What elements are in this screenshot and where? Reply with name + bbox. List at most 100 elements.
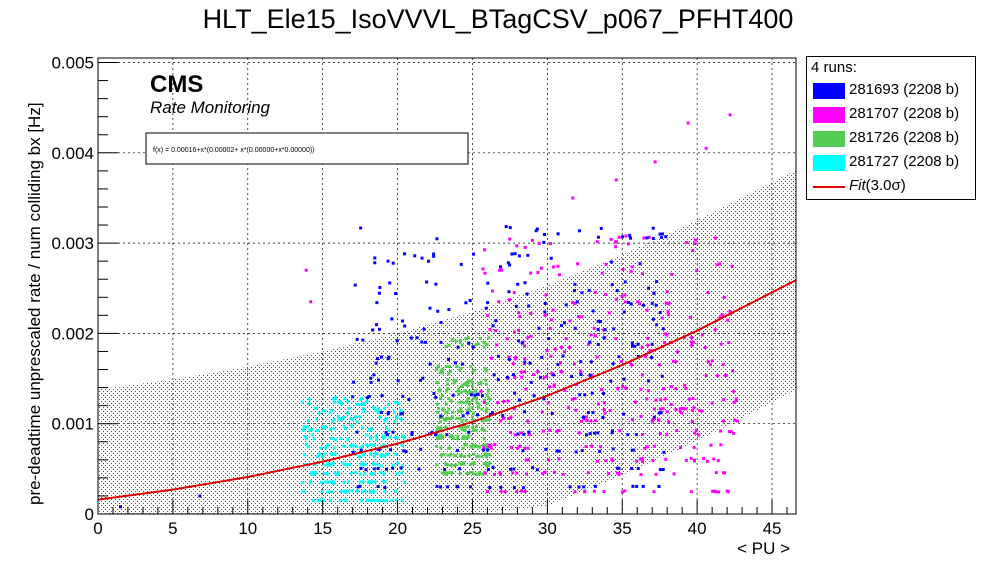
point-s0-r2-9 [347, 480, 351, 484]
point-s0-r0-4 [373, 498, 377, 502]
point-s2-r4-6 [555, 429, 559, 433]
point-s2-r9-2 [523, 370, 527, 374]
point-s2-r9-12 [704, 374, 708, 378]
point-s1-r0-20 [467, 472, 471, 476]
point-s2-r7-6 [722, 398, 726, 402]
point-s0-r8-9 [387, 428, 391, 432]
point-s1-r7-18 [436, 411, 440, 415]
point-s0-r4-16 [363, 463, 367, 467]
point-s3-r6-1 [647, 379, 651, 383]
point-s2-r8-19 [732, 389, 736, 393]
point-s2-r10-20 [523, 357, 527, 361]
point-s0-r0-6 [382, 499, 386, 503]
point-s1-r4-13 [450, 435, 454, 439]
point-s0-r3-15 [312, 472, 316, 476]
point-s1-r7-12 [485, 409, 489, 413]
point-s3-r10-17 [654, 303, 658, 307]
rate-monitoring-label: Rate Monitoring [150, 98, 271, 117]
point-s3-r3-4 [391, 430, 395, 434]
point-s2-r9-10 [578, 369, 582, 373]
point-s3-r10-10 [428, 306, 432, 310]
point-s2-r13-17 [517, 311, 521, 315]
point-s1-r12-6 [460, 343, 464, 347]
point-s2-r15-14 [718, 262, 722, 266]
point-s3-r0-21 [582, 485, 586, 489]
point-s3-r3-12 [634, 433, 638, 437]
point-s2-r15-20 [640, 272, 644, 276]
point-s3-r0-15 [522, 486, 526, 490]
point-s2-r9-14 [715, 374, 719, 378]
point-s3-r12-13 [508, 263, 512, 267]
point-s1-r12-21 [478, 337, 482, 341]
legend-label-281727: 281727 (2208 b) [849, 153, 960, 170]
point-s1-r12-17 [458, 338, 462, 342]
point-s0-r8-4 [361, 426, 365, 430]
point-s3-r2-3 [376, 447, 380, 451]
point-s2-r0-20 [689, 490, 693, 494]
point-s2-r13-9 [728, 309, 732, 313]
point-s2-r6-4 [680, 411, 684, 415]
point-s0-r11-16 [331, 397, 335, 401]
point-s2-r10-5 [507, 355, 511, 359]
point-s3-r3-1 [410, 430, 414, 434]
point-s0-r8-18 [301, 427, 305, 431]
point-s3-r0-9 [456, 485, 460, 489]
point-s3-r8-2 [602, 336, 606, 340]
point-s3-r10-21 [622, 310, 626, 314]
point-s0-r7-2 [388, 435, 392, 439]
point-s0-r5-21 [316, 455, 320, 459]
point-s2-r13-2 [518, 315, 522, 319]
point-s2-r15-5 [558, 273, 562, 277]
point-s0-r6-5 [326, 443, 330, 447]
x-tick-label-0: 0 [93, 519, 102, 538]
point-s3-r1-13 [417, 467, 421, 471]
point-s0-r6-13 [304, 442, 308, 446]
point-s3-r0-13 [358, 484, 362, 488]
point-s3-r0-4 [435, 484, 439, 488]
point-s3-r5-10 [473, 393, 477, 397]
point-s2-r3-0 [678, 446, 682, 450]
point-s3-r12-2 [413, 254, 417, 258]
point-s3-r1-5 [384, 467, 388, 471]
point-s1-r4-16 [463, 435, 467, 439]
point-s3-r11-6 [434, 282, 438, 286]
point-s0-r6-10 [333, 446, 337, 450]
fit-curve [98, 279, 796, 501]
point-s2-r2-8 [664, 457, 668, 461]
point-s2-r12-8 [592, 326, 596, 330]
point-s2-r6-13 [674, 407, 678, 411]
point-s1-r7-20 [441, 408, 445, 412]
point-s3-r4-21 [386, 412, 390, 416]
point-s3-r7-1 [528, 361, 532, 365]
point-s2-r15-8 [498, 268, 502, 272]
point-s2-r12-18 [713, 328, 717, 332]
point-s3-r8-20 [471, 345, 475, 349]
point-s2-r11-13 [545, 349, 549, 353]
point-s2-r2-17 [651, 459, 655, 463]
point-s3-r5-13 [602, 392, 606, 396]
point-s2-r10-18 [549, 354, 553, 358]
point-s2-r0-8 [523, 490, 527, 494]
point-s2-r5-6 [579, 419, 583, 423]
point-s2-r2-10 [524, 458, 528, 462]
point-s3-r6-14 [376, 378, 380, 382]
point-s3-r5-15 [380, 394, 384, 398]
point-s2-r4-18 [658, 432, 662, 436]
point-s3-r1-0 [512, 467, 516, 471]
point-s2-r16-6 [530, 238, 534, 242]
point-s3-r3-16 [610, 431, 614, 435]
point-s3-r2-6 [555, 449, 559, 453]
point-s2-r3-21 [510, 445, 514, 449]
point-s1-r8-14 [462, 401, 466, 405]
point-s1-r0-14 [476, 472, 480, 476]
point-s1-r10-5 [484, 378, 488, 382]
point-s1-r11-13 [471, 370, 475, 374]
point-s1-r10-8 [471, 381, 475, 385]
point-s3-r5-20 [578, 393, 582, 397]
point-s2-r6-17 [678, 406, 682, 410]
point-s0-r1-10 [329, 490, 333, 494]
legend-label-fit: Fit(3.0σ) [849, 177, 906, 194]
point-s3-r8-8 [395, 339, 399, 343]
point-s2-r3-12 [493, 442, 497, 446]
point-s2-r1-9 [639, 473, 643, 477]
